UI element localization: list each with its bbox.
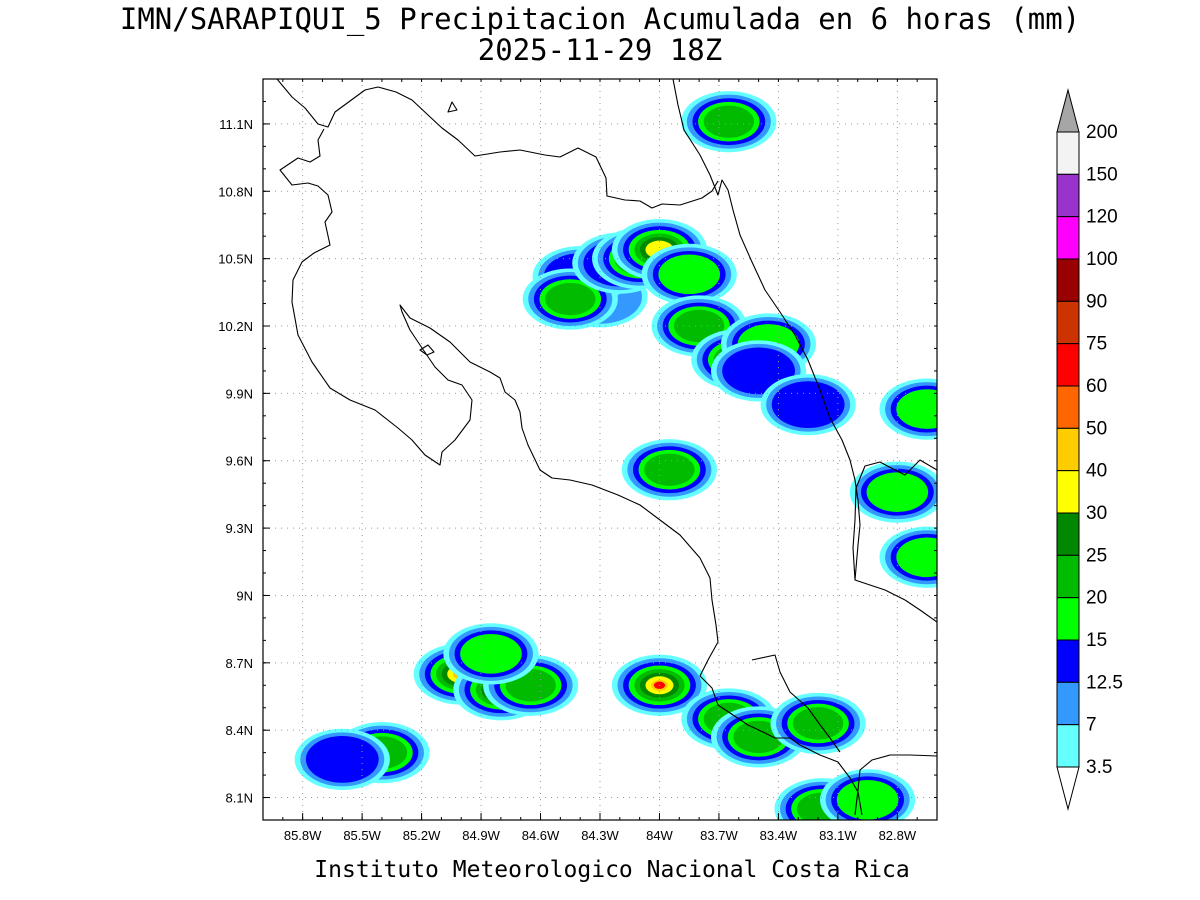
colorbar-swatch [1056,554,1080,599]
colorbar-swatch [1056,512,1080,556]
colorbar-label: 75 [1086,334,1107,355]
precip-contour [866,472,929,512]
colorbar-label: 50 [1086,418,1107,439]
coastline-panama-south [854,754,937,816]
precip-contour [673,309,725,343]
coastline-caribbean [672,79,937,623]
colorbar: 200 150 120 100 90 75 60 50 40 30 25 20 15 12.5 7 3.5 [1056,88,1123,811]
colorbar-swatch [1056,216,1080,260]
precip-contour [658,254,721,295]
coastline-nicaragua-pacific [276,79,719,209]
colorbar-label: 3.5 [1086,757,1112,778]
precip-cell [294,728,390,790]
gulf-island [419,344,435,356]
colorbar-swatch [1056,385,1080,429]
colorbar-swatch [1056,470,1080,514]
lon-tick-label: 85.8W [284,828,322,843]
precip-contour [733,720,784,754]
precip-contour [896,537,937,578]
lat-tick-label: 8.4N [226,723,253,738]
colorbar-label: 60 [1086,376,1107,397]
colorbar-label: 200 [1086,122,1118,143]
lat-tick-label: 10.5N [218,252,253,267]
lon-tick-label: 83.7W [700,828,738,843]
colorbar-swatch [1056,258,1080,302]
colorbar-label: 30 [1086,503,1107,524]
colorbar-bottom-arrow [1056,766,1080,811]
lat-tick-label: 10.2N [218,319,253,334]
precip-cell [879,526,937,588]
colorbar-label: 25 [1086,545,1107,566]
colorbar-swatch [1056,639,1080,683]
colorbar-swatch [1056,427,1080,472]
coastline-layer [276,79,937,816]
lat-tick-label: 9.6N [226,454,253,469]
axis-ticks: 85.8W 85.5W 85.2W 84.9W 84.6W 84.3W 84W 83.7W 83… [218,78,938,843]
colorbar-label: 12.5 [1086,672,1123,693]
colorbar-label: 150 [1086,164,1118,185]
colorbar-label: 15 [1086,630,1107,651]
precip-contour [644,453,695,486]
coastline-osa-peninsula [751,654,841,753]
colorbar-swatch [1056,173,1080,218]
lon-tick-label: 84.3W [581,828,619,843]
lon-tick-label: 83.1W [819,828,857,843]
lat-tick-label: 10.8N [218,184,253,199]
precip-contour [460,634,522,674]
colorbar-swatch [1056,724,1080,768]
precip-contour [703,105,755,138]
coastline-costa-rica-pacific [279,128,863,816]
lon-tick-label: 82.8W [879,828,917,843]
precip-cell [849,461,937,523]
precip-contour [896,389,937,429]
colorbar-label: 20 [1086,588,1107,609]
lat-tick-label: 9N [236,588,253,603]
colorbar-label: 100 [1086,249,1118,270]
lon-tick-label: 84.9W [462,828,500,843]
lon-tick-label: 85.2W [403,828,441,843]
lon-tick-label: 84W [646,828,673,843]
precip-contour [836,779,899,820]
colorbar-label: 7 [1086,715,1097,736]
colorbar-top-arrow [1056,88,1080,133]
colorbar-swatch [1056,131,1080,175]
coastline-panama-border [852,459,937,581]
colorbar-swatch [1056,597,1080,641]
precip-cell [443,623,539,685]
precip-cell [681,91,777,153]
lake-island [447,101,458,113]
lat-tick-label: 8.7N [226,656,253,671]
lat-tick-label: 9.3N [226,521,253,536]
precip-cell [760,373,856,436]
lat-tick-label: 11.1N [219,117,253,132]
lon-tick-label: 84.6W [522,828,560,843]
lat-lon-grid [263,79,937,820]
precip-contour [792,707,844,740]
precip-cell [621,439,717,501]
precip-contour [305,735,379,783]
lon-tick-label: 83.4W [760,828,798,843]
map-valid-time: 2025-11-29 18Z [478,33,722,67]
colorbar-label: 120 [1086,207,1118,228]
precip-cell [641,243,737,305]
colorbar-label: 40 [1086,461,1107,482]
precip-contour [771,381,845,428]
map-panel: 85.8W 85.5W 85.2W 84.9W 84.6W 84.3W 84W 83.7W 83… [218,78,938,843]
precip-cell [879,378,937,440]
colorbar-label: 90 [1086,291,1107,312]
colorbar-swatch [1056,300,1080,345]
precip-contour [545,282,596,316]
lat-tick-label: 9.9N [226,386,253,401]
footer-credit: Instituto Meteorologico Nacional Costa R… [314,857,909,883]
lat-tick-label: 8.1N [226,791,253,806]
precip-cell [820,769,916,820]
colorbar-swatch [1056,681,1080,726]
map-title: IMN/SARAPIQUI_5 Precipitacion Acumulada … [120,2,1080,37]
lon-tick-label: 85.5W [343,828,381,843]
precip-cell [770,692,866,755]
colorbar-swatch [1056,343,1080,387]
